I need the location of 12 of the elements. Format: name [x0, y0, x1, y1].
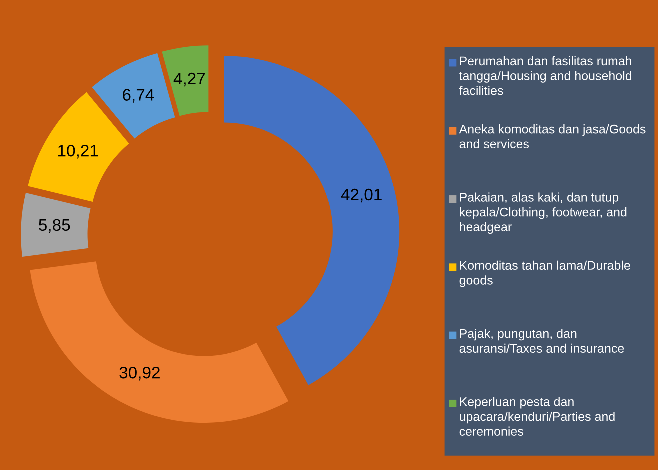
- data-label: 5,85: [39, 219, 70, 234]
- legend-label: Pajak, pungutan, dan asuransi/Taxes and insurance: [460, 329, 624, 354]
- data-label: 42,01: [341, 188, 382, 203]
- legend-label: Aneka komoditas dan jasa/Goods and services: [459, 124, 646, 149]
- data-label: 6,74: [123, 89, 154, 103]
- legend-label: Pakaian, alas kaki, dan tutup kepala/Clothing, footwear, and headgear: [460, 192, 627, 234]
- data-label: 10,21: [58, 144, 98, 159]
- legend-label: Komoditas tahan lama/Durable goods: [460, 260, 630, 288]
- legend-label: Perumahan dan fasilitas rumah tangga/Housing and household facilities: [459, 56, 632, 96]
- data-label: 4,27: [174, 72, 206, 87]
- data-label: 30,92: [120, 366, 160, 381]
- legend-label: Keperluan pesta dan upacara/kenduri/Parties and ceremonies: [460, 397, 615, 436]
